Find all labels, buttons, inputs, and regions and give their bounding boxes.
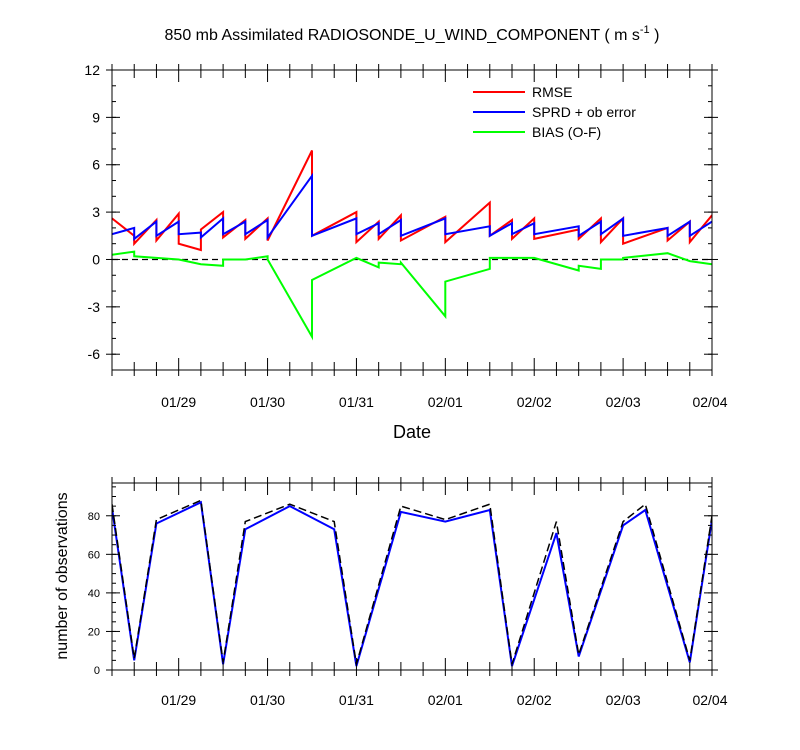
series-line-sprd-ob-error <box>112 172 712 241</box>
x-tick-label: 02/02 <box>517 692 552 708</box>
x-tick-label: 02/04 <box>692 394 727 410</box>
x-tick-label: 02/04 <box>692 692 727 708</box>
series-line-rmse <box>112 150 712 252</box>
y-tick-label: 9 <box>92 109 100 125</box>
y-tick-label: 80 <box>88 511 100 523</box>
chart-title: 850 mb Assimilated RADIOSONDE_U_WIND_COM… <box>165 24 660 44</box>
top-plot-frame <box>111 69 713 371</box>
x-tick-label: 02/03 <box>606 394 641 410</box>
y-tick-label: 60 <box>88 549 100 561</box>
top-x-axis-label: Date <box>393 422 431 442</box>
y-tick-label: 3 <box>92 204 100 220</box>
series-line-bias-o-f <box>112 250 712 341</box>
top-panel: 12 9 6 3 0 -3 -6 01/29 01/30 01/31 02/01 02/02 02/0… <box>84 62 727 442</box>
x-tick-label: 01/29 <box>161 692 196 708</box>
x-tick-label: 02/01 <box>428 394 463 410</box>
y-tick-label: 20 <box>88 626 100 638</box>
x-tick-label: 01/31 <box>339 692 374 708</box>
legend-label-bias: BIAS (O-F) <box>532 124 601 140</box>
bottom-plot-frame <box>111 482 713 671</box>
x-tick-label: 01/29 <box>161 394 196 410</box>
x-tick-label: 01/30 <box>250 394 285 410</box>
legend-label-sprd: SPRD + ob error <box>532 104 636 120</box>
series-line-used <box>112 500 712 667</box>
x-tick-label: 02/02 <box>517 394 552 410</box>
y-tick-label: 6 <box>92 157 100 173</box>
x-tick-label: 01/30 <box>250 692 285 708</box>
x-tick-label: 01/31 <box>339 394 374 410</box>
y-tick-label: -6 <box>88 346 101 362</box>
y-tick-label: 12 <box>84 62 100 78</box>
series-line-possible <box>112 499 712 665</box>
title-close: ) <box>650 27 660 44</box>
y-tick-label: 40 <box>88 588 100 600</box>
bottom-y-axis-label: number of observations <box>54 492 71 659</box>
legend-label-rmse: RMSE <box>532 84 572 100</box>
y-tick-label: 0 <box>94 665 100 677</box>
legend: RMSE SPRD + ob error BIAS (O-F) <box>473 84 636 140</box>
x-tick-label: 02/01 <box>428 692 463 708</box>
y-tick-label: 0 <box>92 251 100 267</box>
bottom-panel: 80 60 40 20 0 01/29 01/30 01/31 02/01 02/02 02/03… <box>54 477 728 708</box>
y-tick-label: -3 <box>88 299 101 315</box>
title-superscript: -1 <box>640 24 650 36</box>
x-tick-label: 02/03 <box>606 692 641 708</box>
